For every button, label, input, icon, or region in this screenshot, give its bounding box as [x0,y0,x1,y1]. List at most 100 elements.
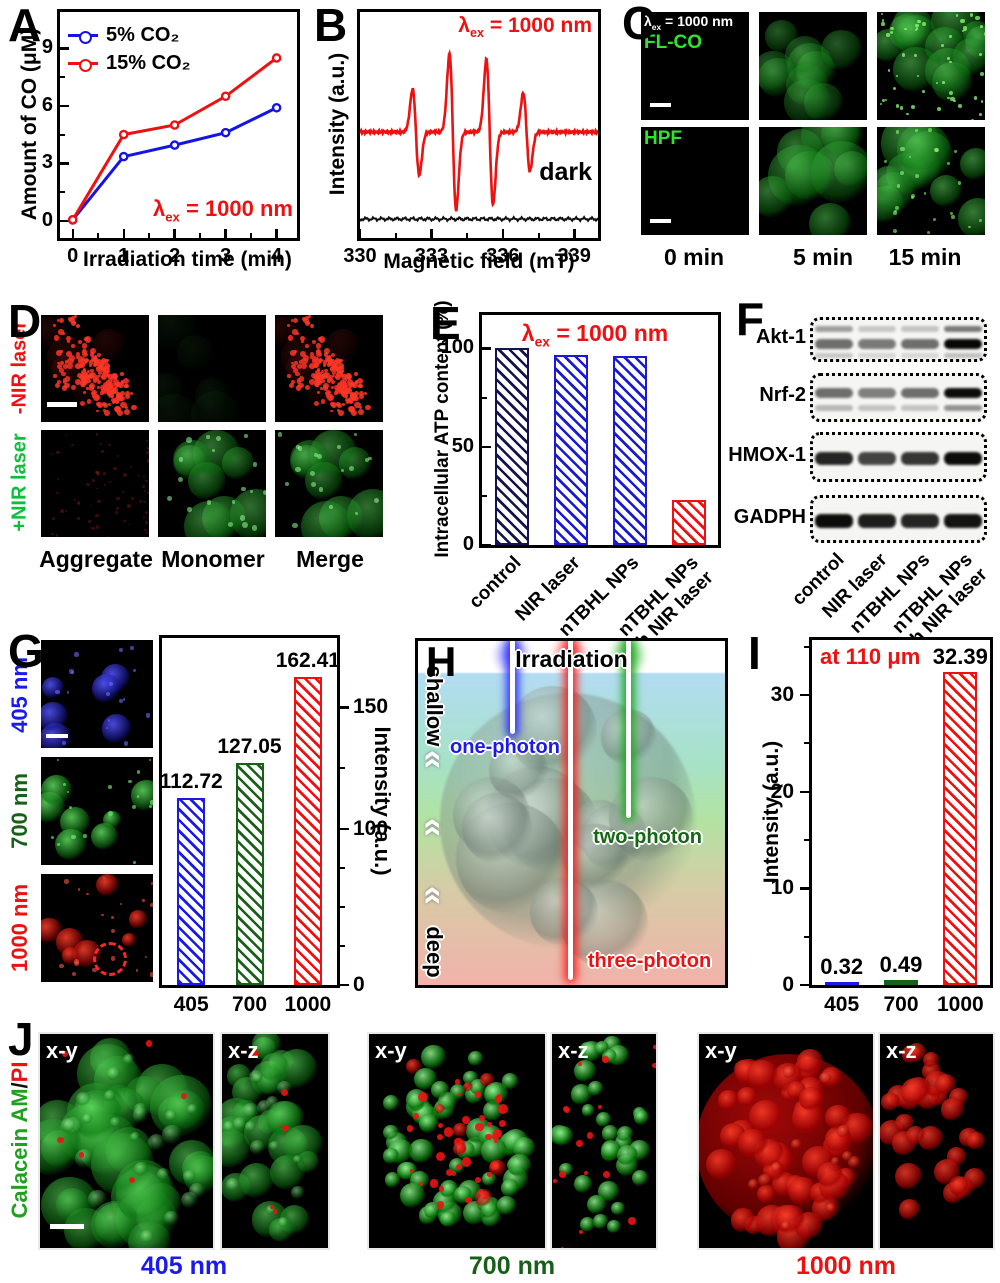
speckle [324,391,330,397]
speckle [97,380,102,385]
speckle [294,350,297,354]
cell-blob [176,335,213,372]
speckle [92,377,97,382]
slash-text: / [7,1082,32,1089]
cell-blob [71,367,112,408]
speckle [250,489,254,493]
panel-g-letter: G [8,625,44,677]
cell-blob [230,489,266,537]
speckle [88,360,93,366]
speckle [80,362,86,368]
pi-speckle [443,1127,454,1137]
y-minor-tick [60,76,65,79]
speckle [336,444,341,449]
speckle [147,459,149,463]
pi-speckle [475,1091,482,1098]
cell-blob [462,792,533,864]
lambda-sub: ex [469,26,484,41]
speckle [319,374,325,380]
speckle [364,392,368,396]
x-tick [501,229,505,238]
speckle [96,487,98,490]
axis-tick-label: 405 [173,993,209,1016]
y-minor-tick [482,494,487,497]
speckle [143,516,145,518]
axis-tick-label: 0 [41,208,53,231]
speckle [120,372,125,377]
x-minor-tick [466,233,469,238]
speckle [923,191,927,195]
speckle [329,402,334,407]
speckle [66,339,71,343]
cell-blob [765,20,798,53]
speckle [96,472,100,476]
cell-blob [595,1041,610,1056]
speckle [356,377,364,385]
speckle [962,26,968,31]
speckle [290,379,295,384]
cell-blob [383,1124,399,1141]
axis-tick-label: 150 [353,695,389,719]
speckle [102,877,105,880]
speckle [88,385,95,391]
cell-blob [497,1196,516,1215]
pi-speckle [436,1201,445,1210]
speckle [106,369,110,374]
speckle [947,161,950,165]
blot-band [858,514,897,528]
speckle [584,1171,588,1175]
speckle [914,23,919,28]
axis-tick-label: 9 [41,36,53,59]
speckle [53,374,57,378]
speckle [150,902,153,908]
speckle [342,391,348,398]
x-minor-tick [97,233,100,238]
speckle [101,387,106,392]
cell-blob [817,1161,844,1188]
speckle [92,394,100,402]
cell-blob [923,1051,940,1068]
cell-blob [186,1104,198,1116]
speckle [312,340,317,345]
speckle [90,347,97,354]
panel-i-letter: I [748,627,761,679]
speckle [287,374,291,378]
plus-nir-laser-label: +NIR laser [8,433,31,532]
cell-blob [785,63,829,106]
speckle [315,359,322,366]
speckle [129,645,135,651]
speckle [282,1125,289,1132]
speckle [322,360,327,366]
speckle [77,500,81,504]
scale-bar [650,103,671,107]
cell-blob [601,1125,619,1142]
speckle [293,360,299,365]
speckle [228,522,234,528]
speckle [67,362,74,369]
speckle [232,500,236,504]
cell-blob [280,336,324,379]
cell-blob [60,1118,76,1134]
fluorescence-image-c [875,10,987,122]
speckle [102,402,106,407]
panel-d-letter: D [8,295,42,347]
speckle [311,356,318,363]
speckle [323,371,330,379]
speckle [239,515,246,521]
pi-speckle [436,1152,446,1162]
speckle [107,718,111,722]
view-label-xy: x-y [375,1038,407,1063]
lambda-symbol: λ [644,13,652,29]
cell-blob [148,1134,166,1152]
x-minor-tick [537,233,540,238]
cell-blob [748,1179,760,1191]
pi-speckle [494,1094,503,1103]
cell-blob [759,50,794,92]
cell-blob [512,1136,535,1159]
speckle [358,390,364,396]
speckle [935,81,938,85]
cell-blob [593,1214,608,1229]
cell-blob [163,1210,179,1226]
speckle [296,363,302,369]
cell-blob [897,127,950,176]
